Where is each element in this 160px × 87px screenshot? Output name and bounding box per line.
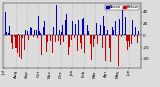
Bar [134, 35, 135, 37]
Bar [14, 35, 15, 37]
Bar [72, 21, 73, 35]
Bar [103, 16, 104, 35]
Bar [55, 35, 56, 42]
Bar [111, 35, 112, 41]
Bar [102, 35, 103, 48]
Bar [65, 19, 66, 35]
Bar [75, 24, 76, 35]
Legend: Above, Below: Above, Below [105, 5, 139, 10]
Bar [106, 34, 107, 35]
Bar [60, 35, 61, 45]
Bar [93, 35, 94, 48]
Bar [11, 35, 12, 43]
Bar [110, 35, 111, 62]
Bar [122, 7, 123, 35]
Bar [33, 35, 34, 37]
Bar [74, 35, 75, 38]
Bar [66, 14, 67, 35]
Bar [67, 4, 68, 35]
Bar [39, 31, 40, 35]
Bar [53, 27, 54, 35]
Bar [21, 35, 22, 59]
Bar [115, 21, 116, 35]
Bar [138, 31, 139, 35]
Bar [56, 5, 57, 35]
Bar [78, 20, 79, 35]
Bar [27, 31, 28, 35]
Bar [137, 35, 138, 43]
Bar [97, 35, 98, 44]
Bar [46, 35, 47, 52]
Bar [34, 30, 35, 35]
Bar [18, 34, 19, 35]
Bar [121, 35, 122, 37]
Bar [116, 35, 117, 36]
Bar [59, 30, 60, 35]
Bar [100, 25, 101, 35]
Bar [43, 27, 44, 35]
Bar [90, 35, 91, 44]
Bar [88, 31, 89, 35]
Bar [57, 35, 58, 37]
Bar [42, 35, 43, 51]
Bar [41, 35, 42, 55]
Bar [24, 35, 25, 50]
Bar [71, 35, 72, 40]
Bar [40, 33, 41, 35]
Bar [76, 23, 77, 35]
Bar [9, 26, 10, 35]
Bar [118, 35, 119, 66]
Bar [31, 28, 32, 35]
Bar [77, 35, 78, 51]
Bar [113, 30, 114, 35]
Bar [127, 35, 128, 50]
Bar [86, 17, 87, 35]
Bar [62, 25, 63, 35]
Bar [94, 35, 95, 39]
Bar [120, 27, 121, 35]
Bar [130, 21, 131, 35]
Bar [112, 27, 113, 35]
Bar [125, 17, 126, 35]
Bar [119, 19, 120, 35]
Bar [128, 35, 129, 41]
Bar [129, 35, 130, 47]
Bar [23, 35, 24, 39]
Bar [44, 21, 45, 35]
Bar [87, 25, 88, 35]
Bar [37, 35, 38, 38]
Bar [25, 30, 26, 35]
Bar [99, 34, 100, 35]
Bar [58, 35, 59, 41]
Bar [83, 18, 84, 35]
Bar [12, 35, 13, 49]
Bar [6, 32, 7, 35]
Bar [15, 35, 16, 48]
Bar [131, 35, 132, 44]
Bar [109, 35, 110, 48]
Bar [30, 27, 31, 35]
Bar [16, 35, 17, 48]
Bar [13, 34, 14, 35]
Bar [132, 20, 133, 35]
Bar [84, 35, 85, 53]
Bar [104, 26, 105, 35]
Bar [81, 35, 82, 49]
Bar [101, 31, 102, 35]
Bar [68, 35, 69, 55]
Bar [32, 35, 33, 62]
Bar [22, 35, 23, 38]
Bar [69, 35, 70, 47]
Bar [5, 12, 6, 35]
Bar [28, 35, 29, 40]
Bar [50, 35, 51, 41]
